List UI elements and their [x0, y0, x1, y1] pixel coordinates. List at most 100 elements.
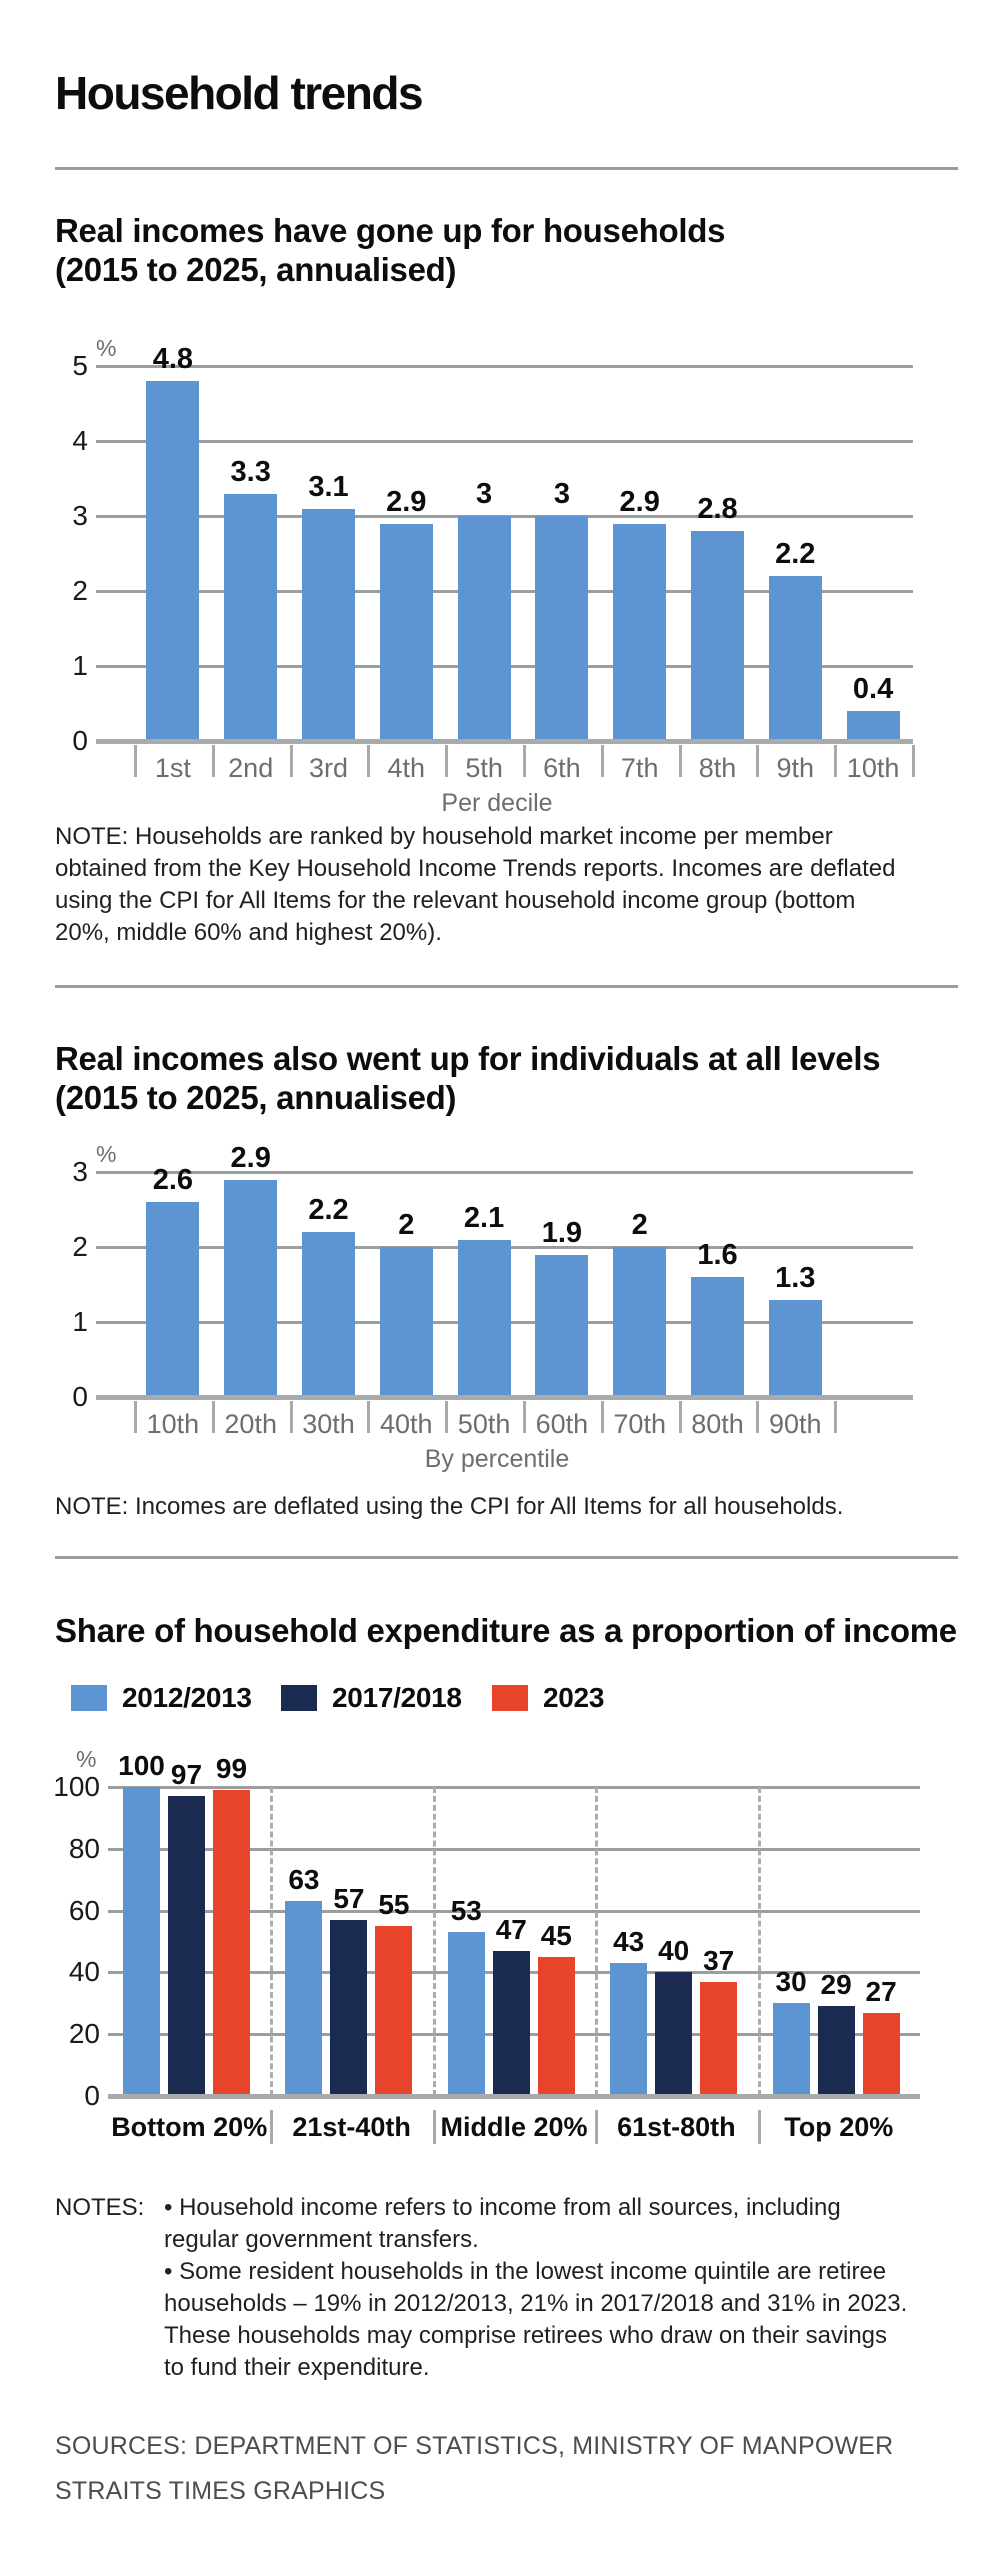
legend-label: 2023: [543, 1682, 605, 1713]
value-label-4th: 2.9: [386, 485, 427, 518]
x-tick-label-10th: 10th: [146, 1409, 200, 1439]
value-label-90th: 1.3: [775, 1261, 816, 1294]
value-label-6th: 3: [553, 478, 570, 510]
value-label-61st-80th-2023: 37: [703, 1944, 735, 1976]
chart-1-note: NOTE: Households are ranked by household…: [55, 823, 896, 946]
group-separator-dashed: [270, 1787, 274, 2096]
section-1-heading: Real incomes have gone up for households…: [55, 212, 726, 288]
bar-Top 20%-2012/2013: [772, 2003, 810, 2094]
bar-2nd: [224, 493, 278, 739]
x-axis-tick: [678, 1401, 682, 1433]
gridline: [108, 1909, 920, 1913]
y-axis-unit-label: %: [76, 1746, 97, 1772]
x-axis-tick: [445, 745, 449, 777]
x-axis-tick: [289, 1401, 293, 1433]
bar-Middle 20%-2017/2018: [492, 1950, 530, 2094]
gridline: [108, 2033, 920, 2037]
gridline: [96, 1321, 913, 1324]
group-separator-dashed: [595, 1787, 599, 2096]
x-axis-tick: [211, 745, 215, 777]
category-label-separator: [432, 2110, 436, 2144]
x-tick-label-60th: 60th: [535, 1409, 589, 1439]
bar-8th: [691, 531, 744, 739]
value-label-2nd: 3.3: [230, 455, 271, 488]
y-tick-label: 80: [68, 1832, 100, 1864]
x-tick-label-90th: 90th: [769, 1409, 822, 1439]
value-label-10th: 2.6: [152, 1164, 194, 1196]
bar-10th: [846, 711, 900, 739]
value-label-Top 20%-2017/2018: 29: [820, 1969, 852, 2001]
x-tick-label-20th: 20th: [224, 1409, 277, 1439]
y-tick-label: 1: [72, 1306, 88, 1337]
x-tick-label-80th: 80th: [691, 1409, 744, 1439]
page-title: Household trends: [55, 67, 424, 119]
bar-60th: [535, 1254, 589, 1395]
x-axis-tick: [134, 1401, 137, 1433]
bar-Bottom 20%-2017/2018: [168, 1796, 205, 2094]
gridline: [108, 1971, 920, 1975]
legend-item-2017-2018: 2017/2018: [281, 1682, 462, 1714]
bar-61st-80th-2023: [700, 1981, 738, 2094]
value-label-80th: 1.6: [697, 1239, 738, 1271]
gridline: [96, 665, 913, 668]
bar-50th: [457, 1239, 511, 1395]
x-axis-tick: [523, 1401, 526, 1433]
bar-80th: [691, 1277, 744, 1395]
bar-Middle 20%-2012/2013: [447, 1932, 485, 2094]
value-label-Top 20%-2023: 27: [865, 1975, 897, 2007]
group-separator-dashed: [757, 1787, 761, 2096]
value-label-5th: 3: [476, 478, 493, 510]
x-tick-label-30th: 30th: [302, 1409, 355, 1439]
x-tick-label-Top 20%: Top 20%: [784, 2112, 894, 2142]
value-label-60th: 1.9: [541, 1216, 583, 1249]
value-label-Bottom 20%-2023: 99: [215, 1753, 248, 1785]
x-tick-label-3rd: 3rd: [308, 753, 348, 783]
x-axis-tick: [367, 1401, 371, 1433]
x-tick-label-7th: 7th: [620, 753, 659, 783]
gridline: [108, 1847, 920, 1851]
y-tick-label: 40: [68, 1956, 100, 1988]
x-tick-label-Middle 20%: Middle 20%: [440, 2112, 588, 2142]
chart-3-notes-label: NOTES:: [55, 2194, 145, 2221]
x-tick-label-Bottom 20%: Bottom 20%: [111, 2112, 268, 2142]
x-tick-label-4th: 4th: [387, 753, 426, 783]
gridline: [96, 440, 913, 443]
bar-21st-40th-2023: [375, 1926, 413, 2094]
value-label-61st-80th-2017/2018: 40: [658, 1935, 690, 1967]
legend-swatch-2012-2013: [71, 1685, 107, 1711]
divider: [55, 985, 958, 988]
x-axis-tick: [834, 745, 838, 777]
x-axis-tick: [211, 1401, 215, 1433]
value-label-Middle 20%-2017/2018: 47: [495, 1913, 527, 1945]
x-tick-label-9th: 9th: [776, 753, 815, 783]
value-label-21st-40th-2012/2013: 63: [288, 1864, 320, 1896]
x-tick-label-21st-40th: 21st-40th: [292, 2112, 411, 2142]
bar-Middle 20%-2023: [537, 1956, 575, 2094]
x-axis-baseline: [108, 2094, 920, 2099]
y-tick-label: 5: [72, 350, 88, 381]
bar-6th: [535, 516, 589, 739]
y-tick-label: 0: [72, 725, 88, 756]
legend-item-2012-2013: 2012/2013: [71, 1682, 252, 1714]
x-axis-tick: [289, 745, 293, 777]
bar-5th: [457, 516, 511, 739]
x-axis-baseline: [96, 739, 913, 744]
x-axis-tick: [134, 745, 137, 777]
x-axis-tick: [523, 745, 526, 777]
legend-label: 2012/2013: [122, 1682, 252, 1713]
bar-Top 20%-2023: [862, 2012, 900, 2094]
value-label-61st-80th-2012/2013: 43: [613, 1926, 645, 1958]
x-axis-baseline: [96, 1395, 913, 1400]
divider: [55, 167, 958, 170]
legend-swatch-2023: [492, 1685, 528, 1711]
value-label-30th: 2.2: [308, 1194, 349, 1226]
value-label-3rd: 3.1: [308, 470, 349, 503]
value-label-21st-40th-2017/2018: 57: [333, 1882, 365, 1914]
x-tick-label-40th: 40th: [380, 1409, 433, 1439]
y-tick-label: 0: [84, 2080, 100, 2111]
section-2-heading: Real incomes also went up for individual…: [55, 1040, 881, 1116]
gridline: [96, 1171, 913, 1174]
x-tick-label-5th: 5th: [465, 753, 503, 783]
category-label-separator: [595, 2110, 599, 2144]
